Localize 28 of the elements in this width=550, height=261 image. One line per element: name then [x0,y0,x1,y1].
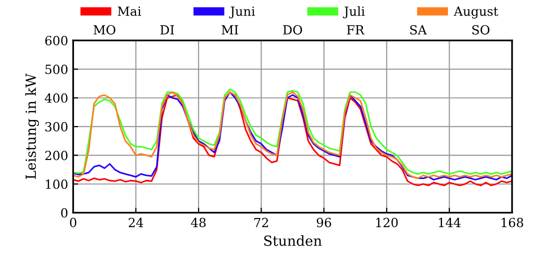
x-tick-label: 96 [316,218,332,228]
y-tick-label: 100 [46,179,68,189]
y-tick-label: 500 [45,64,68,74]
y-tick-label: 400 [44,93,68,103]
legend-label: Juli [342,6,365,18]
text: MI [222,25,238,34]
legend-label: Juni [229,6,255,18]
text: DO [283,25,302,35]
legend-label: August [454,6,498,19]
y-axis-title: Leistung in kW [25,73,39,179]
y-tick-label: 0 [61,208,68,218]
x-tick-label: 120 [376,218,398,228]
x-tick-label: 144 [438,218,461,228]
x-tick-label: 168 [502,218,524,228]
x-tick-label: 24 [128,218,144,228]
y-tick-label: 200 [45,150,68,160]
text: DI [160,25,174,34]
x-tick-label: 0 [70,218,76,228]
y-tick-label: 300 [45,122,68,132]
text: MO [94,25,116,35]
y-tick-label: 600 [45,36,68,46]
x-tick-label: 48 [190,218,206,228]
legend-label: Mai [118,6,142,16]
text: SA [410,25,427,35]
text: FR [346,25,365,34]
x-axis-title: Stunden [264,235,322,246]
text: SO [472,25,490,35]
x-tick-label: 72 [254,218,268,228]
